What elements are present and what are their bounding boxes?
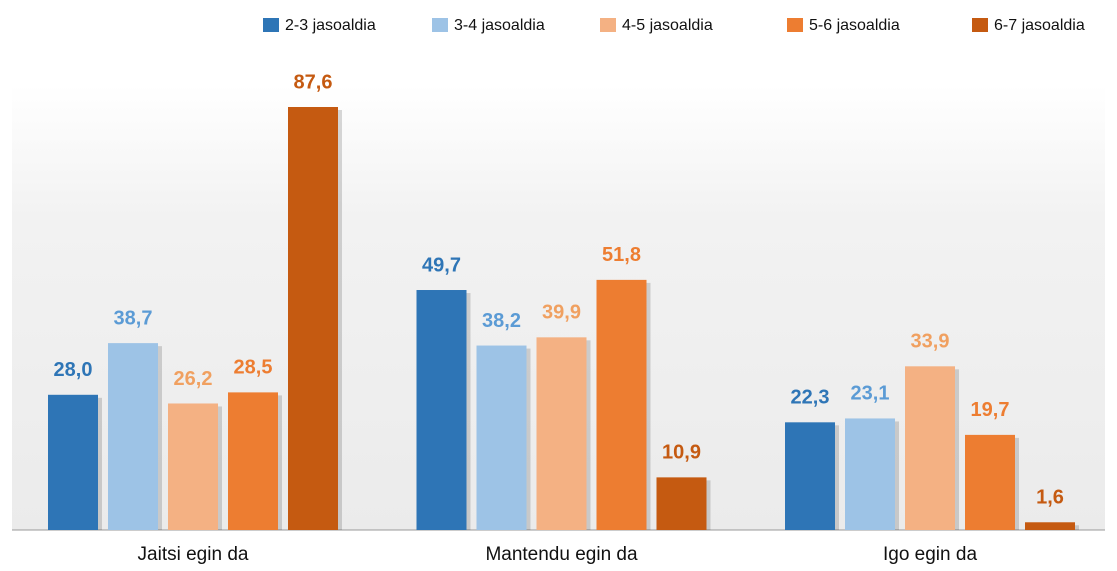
value-label: 33,9 — [911, 331, 950, 353]
bar — [965, 434, 1015, 530]
x-tick-label: Igo egin da — [883, 544, 977, 565]
bar — [108, 343, 158, 530]
value-label: 28,5 — [234, 357, 273, 379]
value-label: 23,1 — [851, 383, 890, 405]
bar — [48, 394, 98, 530]
bar — [536, 337, 587, 530]
legend-swatch — [972, 18, 988, 32]
legend-label: 5-6 jasoaldia — [809, 17, 900, 34]
value-label: 38,7 — [114, 307, 153, 329]
bar — [785, 422, 835, 530]
bar — [416, 290, 467, 530]
bar — [596, 279, 647, 530]
bar — [288, 107, 338, 530]
value-label: 26,2 — [174, 368, 213, 390]
value-label: 19,7 — [971, 399, 1010, 421]
legend-label: 6-7 jasoaldia — [994, 17, 1085, 34]
bar — [228, 392, 278, 530]
legend-swatch — [600, 18, 616, 32]
x-tick-label: Jaitsi egin da — [138, 544, 249, 565]
value-label: 38,2 — [482, 310, 521, 332]
value-label: 1,6 — [1036, 487, 1064, 509]
legend-label: 3-4 jasoaldia — [454, 17, 545, 34]
bar — [656, 477, 707, 530]
value-label: 39,9 — [542, 302, 581, 324]
value-label: 10,9 — [662, 442, 701, 464]
bar — [845, 418, 895, 530]
bar — [168, 403, 218, 530]
bar — [905, 366, 955, 530]
legend-swatch — [263, 18, 279, 32]
bar — [476, 345, 527, 530]
value-label: 49,7 — [422, 254, 461, 276]
value-label: 28,0 — [54, 359, 93, 381]
legend-label: 4-5 jasoaldia — [622, 17, 713, 34]
value-label: 22,3 — [791, 387, 830, 409]
legend-label: 2-3 jasoaldia — [285, 17, 376, 34]
value-label: 87,6 — [294, 71, 333, 93]
value-label: 51,8 — [602, 244, 641, 266]
x-tick-label: Mantendu egin da — [485, 544, 638, 565]
legend-swatch — [787, 18, 803, 32]
legend-swatch — [432, 18, 448, 32]
bar — [1025, 522, 1075, 530]
